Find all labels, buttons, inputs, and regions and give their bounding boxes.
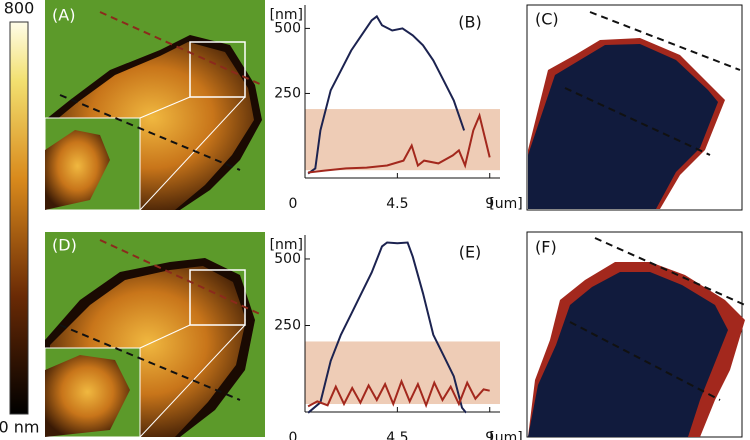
afm-image-d [44, 232, 265, 438]
line-series [307, 14, 466, 175]
panel-label: (D) [52, 236, 77, 255]
x-axis-label: [um] [489, 196, 522, 212]
panel-label: (A) [52, 6, 75, 25]
colorbar-max: 800 [4, 0, 35, 18]
x-tick-label: 9 [485, 196, 494, 212]
shape-panel-f [526, 231, 746, 438]
y-tick-label: 250 [274, 317, 301, 333]
x-tick-label: 0 [289, 430, 298, 440]
y-axis-label: [nm] [270, 7, 303, 23]
colorbar-min: 0 nm [0, 418, 40, 437]
x-tick-label: 0 [289, 196, 298, 212]
y-tick-label: 500 [274, 251, 301, 267]
x-tick-label: 4.5 [386, 196, 408, 212]
panel-label: (C) [535, 10, 559, 29]
colorbar [9, 21, 29, 415]
x-tick-label: 4.5 [386, 430, 408, 440]
x-tick-label: 9 [485, 430, 494, 440]
y-axis-label: [nm] [270, 237, 303, 253]
x-axis-label: [um] [489, 430, 522, 440]
shape-panel-c [526, 4, 743, 211]
line-series [307, 112, 491, 174]
panel-label: (F) [535, 238, 557, 257]
line-series [307, 241, 467, 414]
y-tick-label: 250 [274, 85, 301, 101]
y-tick-label: 500 [274, 20, 301, 36]
line-series [307, 378, 490, 409]
afm-image-a [44, 0, 265, 211]
chart-title: (E) [459, 243, 482, 262]
band [305, 341, 500, 405]
chart-title: (B) [458, 13, 481, 32]
